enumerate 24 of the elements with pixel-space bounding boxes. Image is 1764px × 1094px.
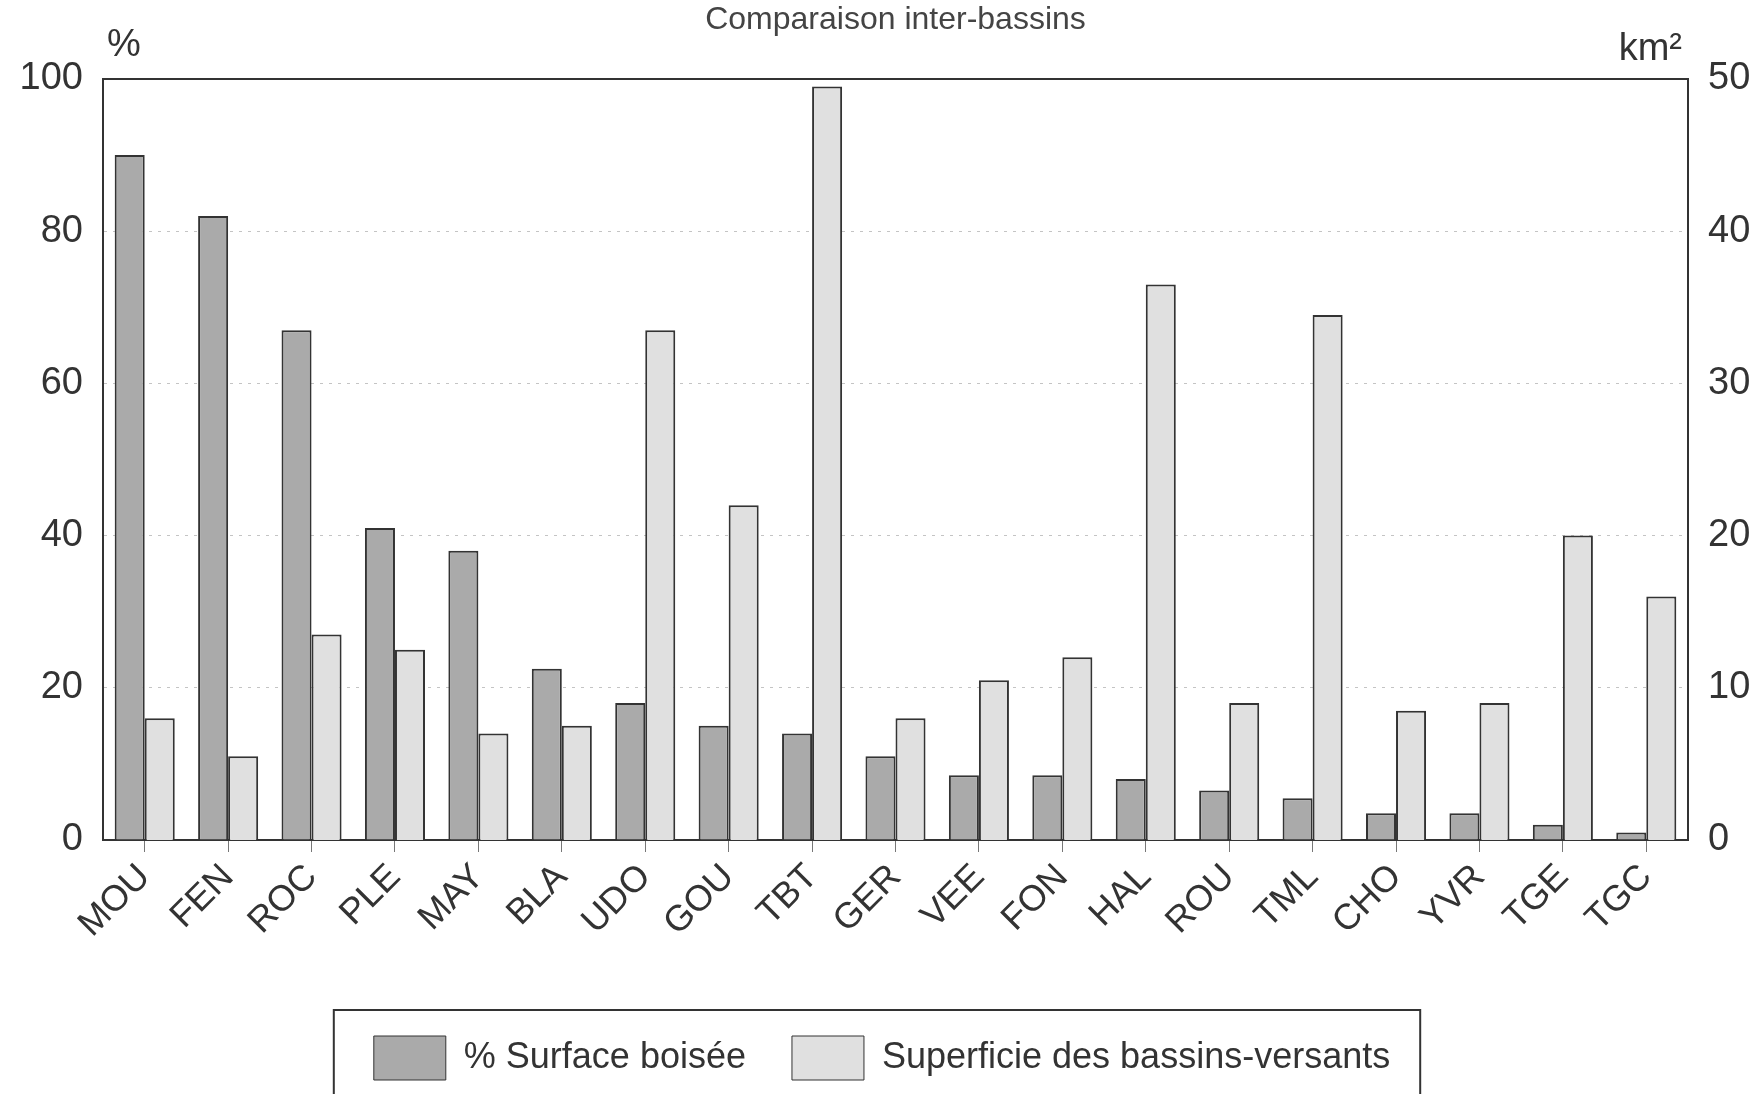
y-tick-label: 60 <box>40 359 83 402</box>
x-tick-label: HAL <box>1079 854 1159 934</box>
chart-title: Comparaison inter-bassins <box>705 0 1086 36</box>
y2-tick-label: 20 <box>1708 512 1751 555</box>
y2-tick-label: 10 <box>1708 664 1751 707</box>
y2-axis-title: km² <box>1618 26 1682 69</box>
y-tick-label: 40 <box>40 512 83 555</box>
x-tick-label: YVR <box>1410 854 1493 937</box>
y2-tick-label: 50 <box>1708 55 1751 98</box>
y2-tick-label: 40 <box>1708 207 1751 250</box>
x-tick-label: BLA <box>497 854 575 933</box>
y-tick-label: 100 <box>19 55 83 98</box>
y-tick-label: 0 <box>61 816 83 859</box>
legend-label: % Surface boisée <box>463 1034 746 1076</box>
y-tick-label: 80 <box>40 207 83 250</box>
y-axis-title: % <box>107 22 141 65</box>
y-tick-label: 20 <box>40 664 83 707</box>
x-tick-label: TBT <box>747 854 825 933</box>
legend-label: Superficie des bassins-versants <box>881 1034 1391 1076</box>
y2-tick-label: 0 <box>1708 816 1730 859</box>
y2-tick-label: 30 <box>1708 359 1751 402</box>
x-tick-label: VEE <box>911 854 992 935</box>
x-tick-label: TML <box>1245 854 1326 935</box>
x-tick-label: TGC <box>1576 854 1659 938</box>
